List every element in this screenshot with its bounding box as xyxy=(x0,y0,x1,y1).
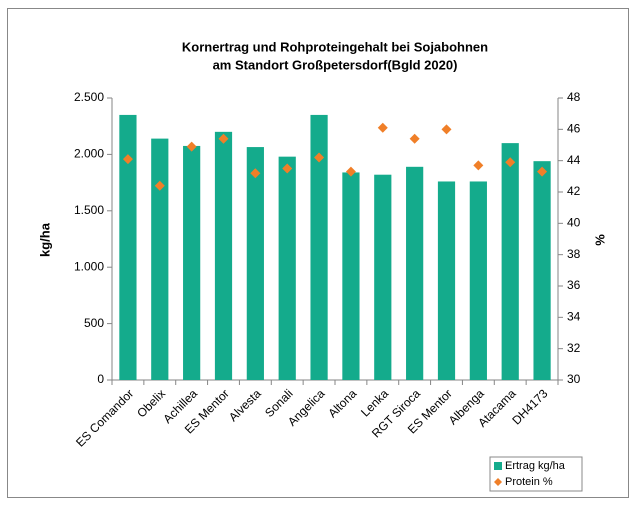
bar xyxy=(533,161,551,380)
protein-point xyxy=(314,152,325,163)
protein-point xyxy=(345,166,356,177)
legend-label: Protein % xyxy=(505,476,553,488)
bar xyxy=(214,131,233,380)
protein-point xyxy=(218,133,229,144)
bar xyxy=(119,114,137,381)
y2-tick-label: 40 xyxy=(567,216,581,230)
legend-box xyxy=(489,456,583,492)
bar xyxy=(501,143,519,380)
protein-point xyxy=(377,122,388,133)
y-tick-label: 500 xyxy=(84,316,104,330)
bar xyxy=(246,147,264,380)
y2-tick-label: 46 xyxy=(567,122,581,136)
bar xyxy=(406,166,424,380)
protein-point xyxy=(122,154,133,165)
bar xyxy=(342,172,360,380)
bar xyxy=(151,138,169,380)
bar xyxy=(437,181,456,380)
legend-marker xyxy=(494,478,502,486)
y-tick-label: 2.000 xyxy=(74,147,104,161)
y-tick-label: 2.500 xyxy=(74,90,104,104)
y2-tick-label: 36 xyxy=(567,278,581,292)
protein-point xyxy=(186,141,197,152)
y2-tick-label: 48 xyxy=(567,90,581,104)
y2-axis-title: % xyxy=(592,234,607,246)
protein-point xyxy=(409,133,420,144)
legend-label: Ertrag kg/ha xyxy=(505,460,566,472)
chart-title: Kornertrag und Rohproteingehalt bei Soja… xyxy=(182,39,488,54)
y2-tick-label: 38 xyxy=(567,247,581,261)
legend-marker xyxy=(494,462,502,470)
y2-tick-label: 42 xyxy=(567,184,581,198)
y-tick-label: 0 xyxy=(97,372,104,386)
bar xyxy=(310,114,328,381)
y-tick-label: 1.500 xyxy=(74,203,104,217)
y2-tick-label: 32 xyxy=(567,341,581,355)
y2-tick-label: 34 xyxy=(567,310,581,324)
bar xyxy=(374,174,392,380)
bar xyxy=(278,156,296,380)
bar xyxy=(469,181,487,380)
y2-tick-label: 44 xyxy=(567,153,581,167)
protein-point xyxy=(441,124,452,135)
protein-point xyxy=(537,166,548,177)
y2-tick-label: 30 xyxy=(567,372,581,386)
y-tick-label: 1.000 xyxy=(74,259,104,273)
bar xyxy=(183,145,201,380)
protein-point xyxy=(282,163,293,174)
protein-point xyxy=(250,168,261,179)
protein-point xyxy=(473,160,484,171)
protein-point xyxy=(154,180,165,191)
chart-title: am Standort Großpetersdorf(Bgld 2020) xyxy=(213,57,458,72)
y-axis-title: kg/ha xyxy=(37,222,52,257)
protein-point xyxy=(505,157,516,168)
